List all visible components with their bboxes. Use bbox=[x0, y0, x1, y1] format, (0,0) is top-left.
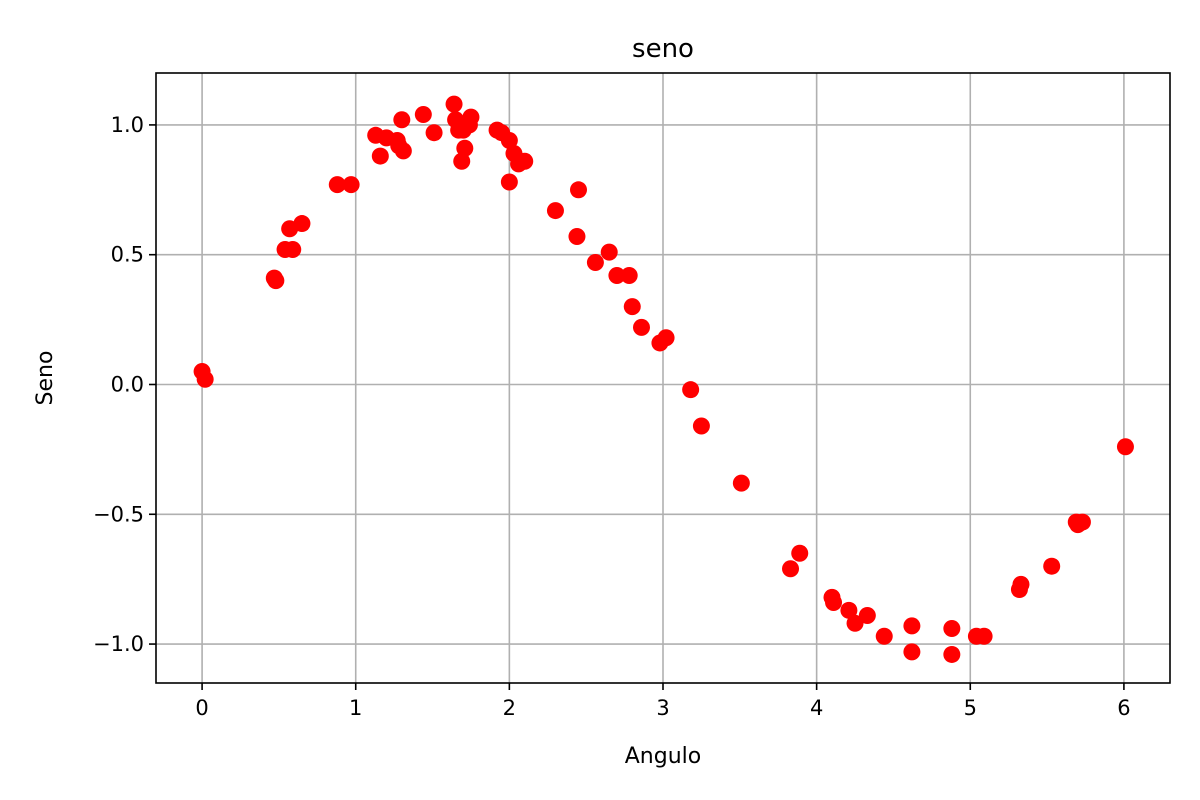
data-point bbox=[445, 95, 463, 113]
data-point bbox=[682, 381, 700, 399]
data-point bbox=[500, 131, 518, 149]
data-point bbox=[620, 266, 638, 284]
x-axis-label: Angulo bbox=[625, 744, 701, 769]
data-point bbox=[516, 152, 534, 170]
data-point bbox=[875, 627, 893, 645]
data-point bbox=[943, 619, 961, 637]
data-point bbox=[632, 318, 650, 336]
x-tick-label: 5 bbox=[964, 696, 977, 720]
data-point bbox=[462, 108, 480, 126]
data-point bbox=[1073, 513, 1091, 531]
y-tick-label: 0.5 bbox=[111, 243, 144, 267]
data-point bbox=[1043, 557, 1061, 575]
axis-ticks bbox=[149, 124, 1125, 690]
data-point bbox=[608, 266, 626, 284]
data-point bbox=[840, 601, 858, 619]
data-point bbox=[623, 298, 641, 316]
data-point bbox=[453, 152, 471, 170]
tick-labels: 0 1 2 3 4 5 6 −1.0 −0.5 0.0 0.5 1.0 bbox=[93, 113, 1131, 720]
data-point bbox=[825, 594, 843, 612]
data-point bbox=[657, 329, 675, 347]
data-point bbox=[500, 173, 518, 191]
data-point bbox=[692, 417, 710, 435]
data-point bbox=[791, 544, 809, 562]
data-point bbox=[371, 147, 389, 165]
data-point bbox=[546, 202, 564, 220]
x-tick-label: 3 bbox=[656, 696, 669, 720]
data-point bbox=[328, 176, 346, 194]
data-point bbox=[600, 243, 618, 261]
data-point bbox=[293, 215, 311, 233]
y-tick-label: 0.0 bbox=[111, 372, 144, 396]
y-tick-label: 1.0 bbox=[111, 113, 144, 137]
y-tick-label: −0.5 bbox=[93, 502, 144, 526]
x-tick-label: 1 bbox=[349, 696, 362, 720]
data-points bbox=[193, 95, 1134, 663]
data-point bbox=[342, 176, 360, 194]
x-tick-label: 6 bbox=[1117, 696, 1130, 720]
y-axis-label: Seno bbox=[33, 351, 58, 406]
data-point bbox=[858, 607, 876, 625]
data-point bbox=[846, 614, 864, 632]
data-point bbox=[732, 474, 750, 492]
data-point bbox=[425, 124, 443, 142]
data-point bbox=[586, 253, 604, 271]
data-point bbox=[414, 106, 432, 124]
x-tick-label: 4 bbox=[810, 696, 823, 720]
data-point bbox=[943, 645, 961, 663]
x-tick-label: 2 bbox=[503, 696, 516, 720]
data-point bbox=[782, 560, 800, 578]
data-point bbox=[456, 139, 474, 157]
data-point bbox=[196, 370, 214, 388]
data-point bbox=[267, 272, 285, 290]
data-point bbox=[903, 643, 921, 661]
data-point bbox=[394, 142, 412, 160]
x-tick-label: 0 bbox=[195, 696, 208, 720]
data-point bbox=[1012, 575, 1030, 593]
data-point bbox=[393, 111, 411, 129]
data-point bbox=[568, 228, 586, 246]
data-point bbox=[570, 181, 587, 199]
chart-title: seno bbox=[632, 34, 694, 64]
data-point bbox=[284, 241, 302, 259]
data-point bbox=[903, 617, 921, 635]
data-point bbox=[975, 627, 993, 645]
y-tick-label: −1.0 bbox=[93, 632, 144, 656]
data-point bbox=[1116, 438, 1134, 456]
